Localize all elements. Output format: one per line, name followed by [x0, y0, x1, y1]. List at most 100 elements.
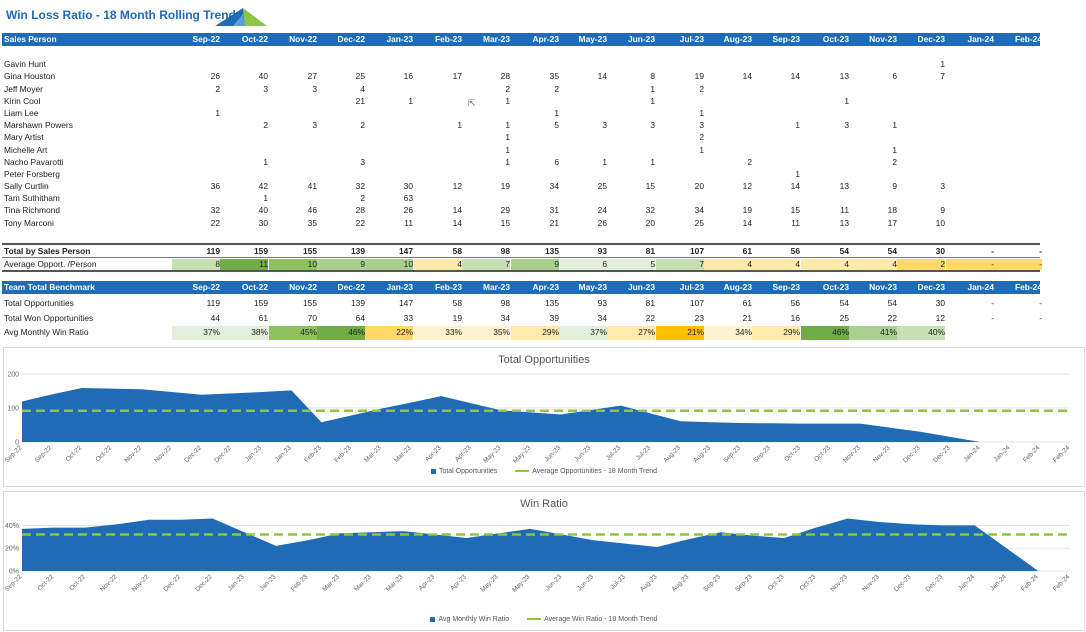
- table-row: Gavin Hunt 1: [2, 58, 1040, 70]
- x-tick-label: Dec-23: [932, 444, 952, 464]
- sales-table: Sales Person Sep-22 Oct-22 Nov-22 Dec-22 Jan-…: [2, 33, 1042, 273]
- table-cell: 29%: [783, 327, 800, 337]
- table-cell: 38%: [251, 327, 268, 337]
- table-cell: -: [991, 259, 994, 270]
- table-cell: 1: [699, 144, 704, 155]
- table-cell: 13: [839, 181, 849, 192]
- table-cell: 81: [645, 298, 655, 308]
- x-tick-label: Jan-24: [957, 573, 976, 592]
- x-tick-label: Oct-23: [783, 444, 802, 463]
- table-cell: 1: [699, 107, 704, 118]
- table-cell: 1: [457, 120, 462, 131]
- series-area: [22, 387, 1070, 442]
- table-row: Tina Richmond 32 40 46 28 26 14 29 31 24 32 34 19 15 1…: [2, 204, 1040, 216]
- table-cell: 3: [602, 120, 607, 131]
- x-tick-label: Oct-22: [68, 573, 87, 592]
- month-header: Oct-23: [822, 34, 849, 44]
- table-cell: 155: [303, 246, 317, 256]
- y-tick-label: 100: [7, 406, 19, 413]
- table-cell: 155: [303, 298, 317, 308]
- cell-highlight: [172, 326, 220, 340]
- table-cell: 21: [355, 95, 365, 106]
- table-cell: 147: [399, 298, 413, 308]
- table-cell: 19: [452, 312, 462, 323]
- table-cell: 4: [795, 259, 800, 270]
- table-cell: 29: [500, 205, 510, 216]
- cell-highlight: [704, 326, 752, 340]
- table-cell: 4: [844, 259, 849, 270]
- table-cell: 139: [351, 298, 365, 308]
- y-tick-label: 0: [15, 440, 19, 447]
- table-cell: 139: [351, 246, 365, 256]
- table-cell: 11: [404, 217, 413, 228]
- cell-highlight: [752, 259, 800, 271]
- row-label: Total by Sales Person: [4, 246, 91, 256]
- table-cell: 15: [645, 181, 655, 192]
- table-cell: 2: [699, 132, 704, 143]
- table-cell: 22: [210, 217, 220, 228]
- table-cell: -: [1039, 298, 1042, 308]
- table-cell: 25: [694, 217, 704, 228]
- x-tick-label: Aug-23: [671, 573, 691, 593]
- table-cell: 1: [505, 156, 510, 167]
- cell-highlight: [462, 326, 510, 340]
- table-cell: -: [991, 298, 994, 308]
- table-cell: 10: [935, 217, 945, 228]
- table-cell: 4: [892, 259, 897, 270]
- table-cell: 1: [505, 132, 510, 143]
- x-tick-label: Mar-23: [385, 573, 405, 593]
- month-header: Feb-24: [1015, 282, 1042, 292]
- table-cell: 21: [742, 312, 752, 323]
- x-tick-label: May-23: [511, 573, 532, 594]
- table-cell: 147: [399, 246, 413, 256]
- cell-highlight: [897, 326, 945, 340]
- benchmark-table: Team Total Benchmark Sep-22 Oct-22 Nov-22 De…: [2, 281, 1042, 340]
- table-row: Jeff Moyer 2 3 3 4 2 2 1 2: [2, 83, 1040, 95]
- table-cell: 1: [844, 95, 849, 106]
- table-cell: 15: [790, 205, 800, 216]
- row-label: Total Won Opportunities: [4, 312, 94, 323]
- chart-legend: Avg Monthly Win Ratio Average Win Ratio …: [4, 616, 1084, 623]
- x-tick-label: Jan-23: [244, 444, 263, 463]
- month-header: Apr-23: [532, 34, 559, 44]
- cell-highlight: [220, 259, 268, 271]
- row-label: Michelle Art: [4, 144, 48, 155]
- table-cell: 3: [650, 120, 655, 131]
- legend-area-label: Total Opportunities: [438, 468, 498, 475]
- table-cell: 19: [500, 181, 510, 192]
- table-cell: 39: [549, 312, 559, 323]
- table-row: Kirin Cool 21 1 1 1 1: [2, 95, 1040, 107]
- table-cell: 93: [597, 246, 607, 256]
- cell-highlight: [462, 259, 510, 271]
- table-cell: 61: [742, 246, 752, 256]
- month-header: Oct-22: [241, 282, 268, 292]
- table-cell: 21: [549, 217, 559, 228]
- table-cell: 41%: [880, 327, 897, 337]
- table-cell: 22: [645, 312, 655, 323]
- table-cell: 14: [742, 71, 752, 82]
- table-cell: 159: [254, 298, 268, 308]
- table-cell: 3: [263, 83, 268, 94]
- table-row: Marshawn Powers 2 3 2 1 1 5 3 3 3 1 3 1: [2, 119, 1040, 131]
- table-cell: 41: [307, 181, 317, 192]
- benchmark-header-row: Team Total Benchmark Sep-22 Oct-22 Nov-22 De…: [2, 281, 1042, 294]
- table-row: [2, 46, 1040, 58]
- x-tick-label: May-23: [479, 573, 500, 594]
- table-cell: 27: [307, 71, 317, 82]
- table-cell: 61: [742, 298, 752, 308]
- table-cell: 1: [263, 156, 268, 167]
- table-cell: 22: [355, 217, 365, 228]
- month-header: Nov-23: [869, 282, 897, 292]
- cell-highlight: [365, 326, 413, 340]
- row-label: Total Opportunities: [4, 298, 74, 308]
- table-cell: 2: [747, 156, 752, 167]
- table-cell: 3: [844, 120, 849, 131]
- table-cell: 11: [840, 205, 849, 216]
- table-cell: 17: [452, 71, 462, 82]
- sales-header-row: Sales Person Sep-22 Oct-22 Nov-22 Dec-22 Jan-…: [2, 33, 1042, 46]
- table-cell: 46%: [348, 327, 365, 337]
- x-tick-label: Sep-23: [702, 573, 722, 593]
- x-tick-label: Sep-22: [34, 444, 54, 464]
- table-cell: 7: [505, 259, 510, 270]
